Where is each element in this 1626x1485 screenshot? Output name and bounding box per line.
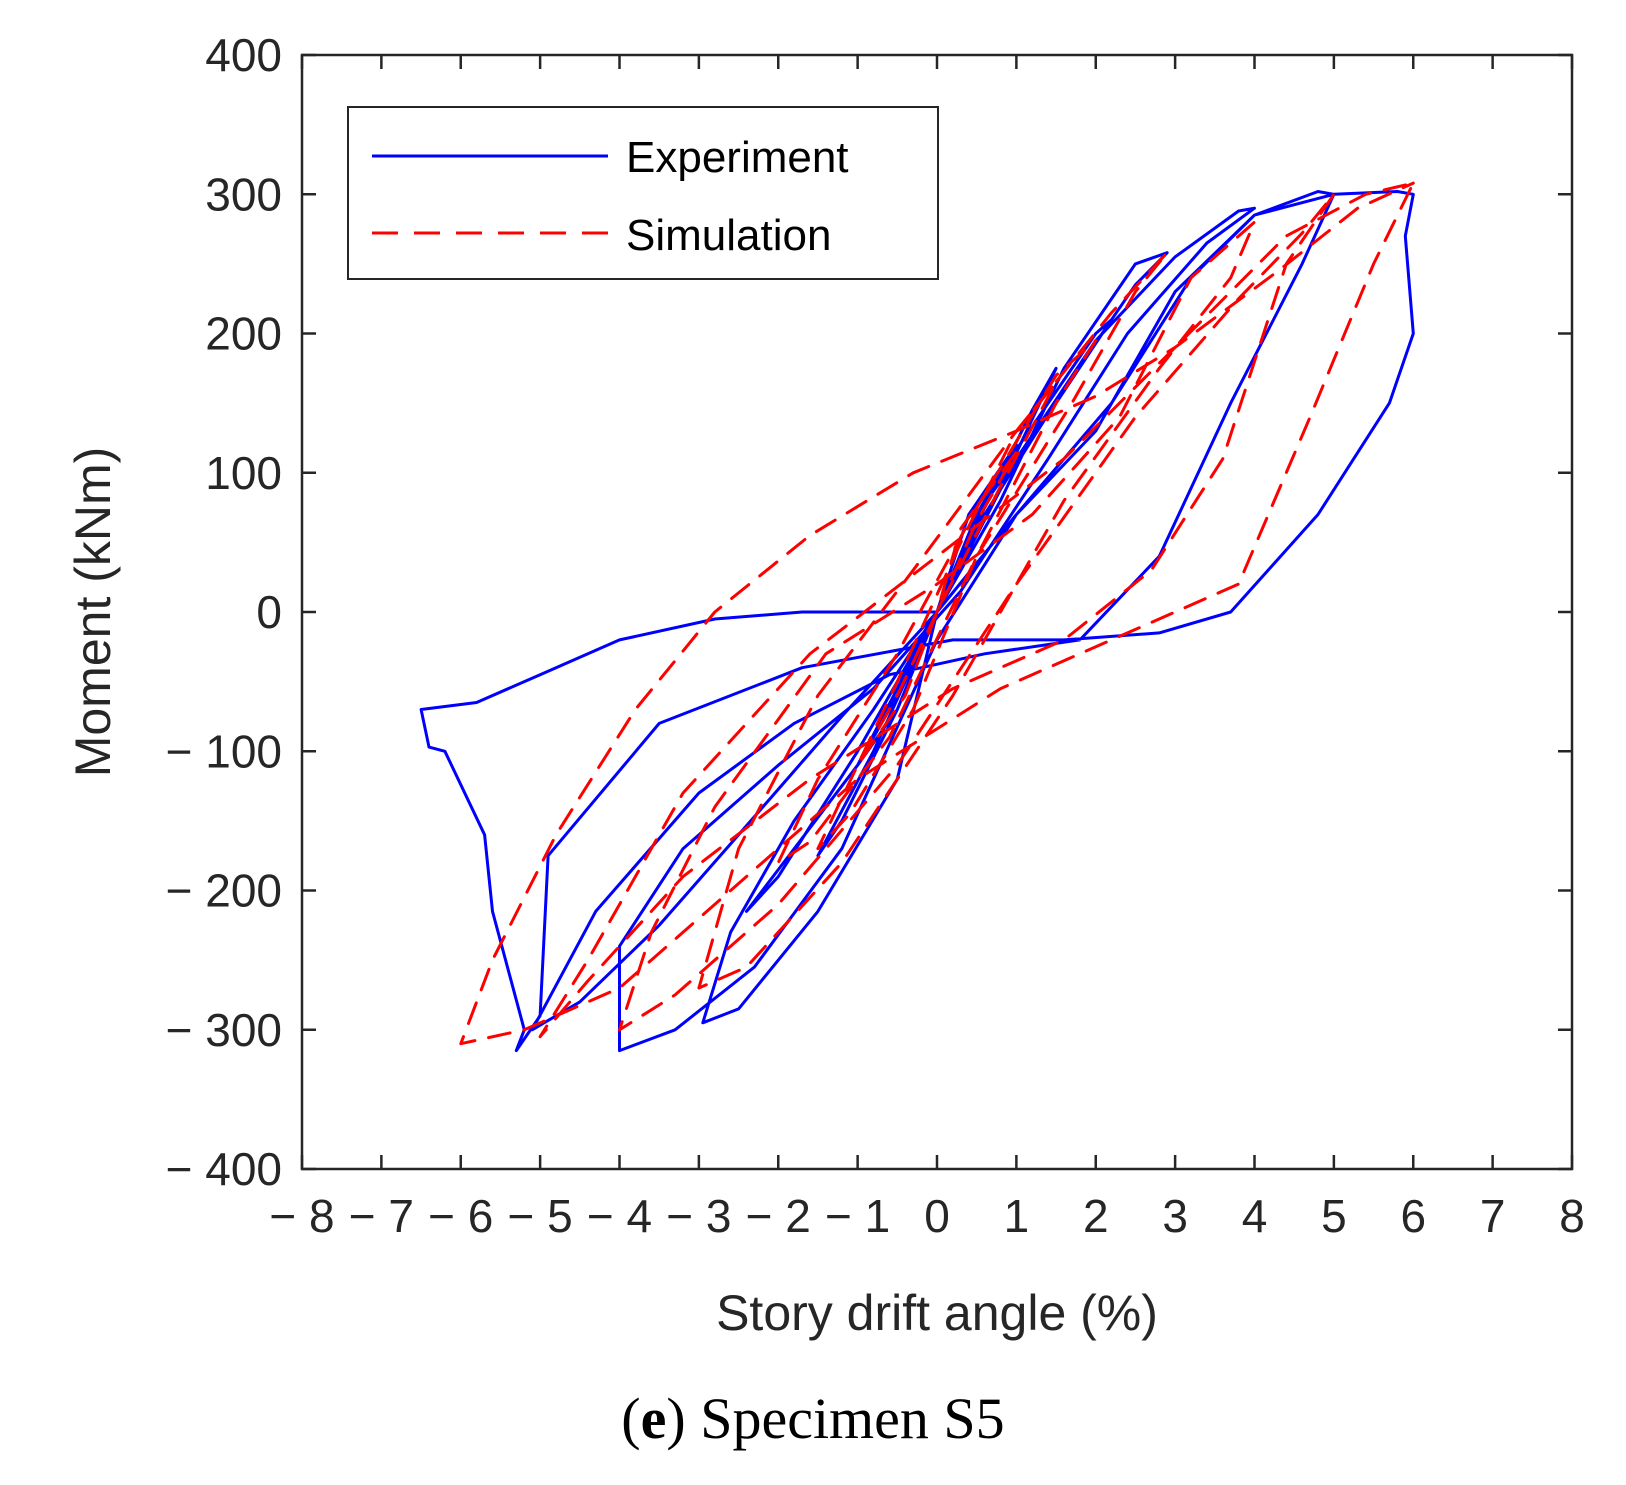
x-tick-label-13: 5	[1321, 1190, 1347, 1242]
x-axis-title: Story drift angle (%)	[716, 1285, 1158, 1341]
series-line-experiment	[419, 190, 1415, 1053]
x-tick-label-16: 8	[1559, 1190, 1585, 1242]
x-tick-label-12: 4	[1242, 1190, 1268, 1242]
y-tick-label-0: − 400	[166, 1143, 282, 1195]
x-tick-label-14: 6	[1400, 1190, 1426, 1242]
y-tick-label-3: − 100	[166, 725, 282, 777]
x-tick-label-3: − 5	[508, 1190, 573, 1242]
y-axis-title: Moment (kNm)	[65, 447, 121, 778]
x-tick-label-5: − 3	[666, 1190, 731, 1242]
y-tick-label-2: − 200	[166, 865, 282, 917]
caption-label: e	[641, 1386, 667, 1451]
tick-labels-layer: − 8 − 7 − 6 − 5 − 4 − 3 − 2 − 1 0 1 2 3 4 5 6 7 8 − 400 − …	[166, 29, 1585, 1242]
x-tick-label-7: − 1	[825, 1190, 890, 1242]
legend-box	[347, 106, 939, 280]
x-tick-label-2: − 6	[428, 1190, 493, 1242]
y-tick-label-7: 300	[205, 168, 282, 220]
legend-experiment-label: Experiment	[626, 133, 849, 182]
x-tick-label-10: 2	[1083, 1190, 1109, 1242]
y-tick-label-8: 400	[205, 29, 282, 81]
x-tick-label-9: 1	[1004, 1190, 1030, 1242]
figure-caption: (e) Specimen S5	[621, 1386, 1004, 1451]
ticks-layer	[300, 53, 1574, 1171]
series-layer	[419, 181, 1415, 1053]
x-tick-label-15: 7	[1480, 1190, 1506, 1242]
legend: Experiment Simulation	[347, 106, 939, 280]
caption-text: Specimen S5	[700, 1386, 1004, 1451]
x-tick-label-8: 0	[924, 1190, 950, 1242]
y-tick-label-1: − 300	[166, 1004, 282, 1056]
x-tick-label-11: 3	[1162, 1190, 1188, 1242]
legend-simulation-label: Simulation	[626, 211, 831, 260]
x-tick-label-0: − 8	[269, 1190, 334, 1242]
y-tick-label-5: 100	[205, 447, 282, 499]
x-tick-label-1: − 7	[349, 1190, 414, 1242]
y-tick-label-6: 200	[205, 308, 282, 360]
x-tick-label-6: − 2	[746, 1190, 811, 1242]
series-line-simulation	[459, 181, 1415, 1046]
x-tick-label-4: − 4	[587, 1190, 652, 1242]
y-tick-label-4: 0	[256, 586, 282, 638]
